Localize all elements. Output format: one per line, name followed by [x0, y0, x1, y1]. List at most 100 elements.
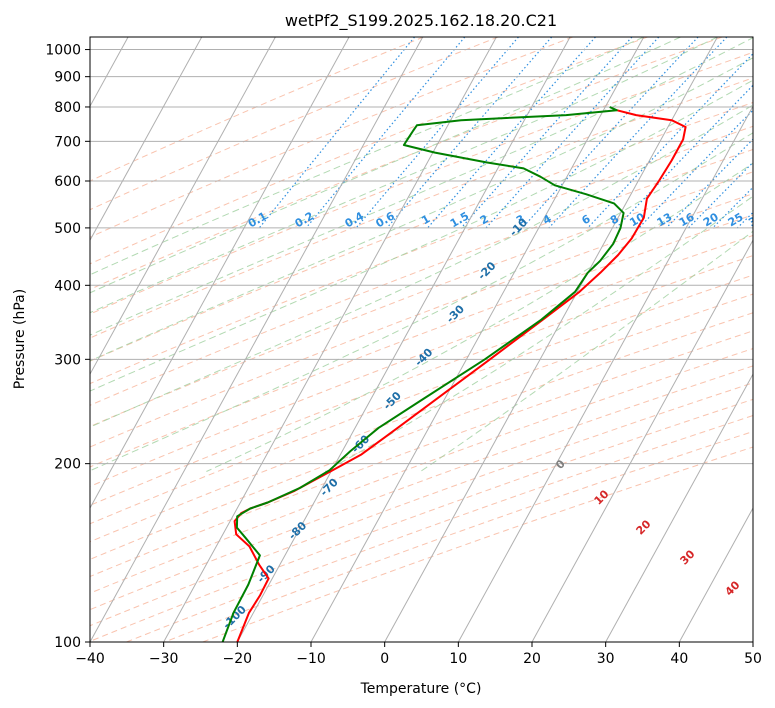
dry-adiabat-line — [90, 293, 753, 543]
isotherm-label: -80 — [286, 519, 309, 542]
mixing-ratio-line — [355, 37, 519, 229]
isotherm-label: -20 — [475, 259, 498, 282]
mixing-ratio-line — [615, 84, 753, 229]
reference-label: 30 — [678, 547, 698, 567]
mixing-ratio-line — [485, 37, 660, 229]
isotherm-label: -100 — [220, 603, 249, 632]
x-tick-label: 40 — [670, 651, 688, 667]
mixing-ratio-line — [587, 52, 753, 229]
isotherm-line — [163, 37, 497, 642]
dry-adiabat-line — [90, 37, 424, 182]
mixing-ratio-label: 13 — [655, 210, 675, 229]
temperature-profile — [233, 109, 687, 642]
isotherm-label: -30 — [444, 302, 467, 325]
isotherm-line — [678, 507, 753, 642]
y-tick-label: 800 — [54, 100, 81, 116]
moist-adiabat-line — [420, 230, 753, 472]
mixing-ratio-line — [460, 37, 633, 229]
x-tick-label: 10 — [449, 651, 467, 667]
grid-lines — [90, 37, 753, 642]
isotherm-line — [531, 239, 753, 642]
x-tick-label: −30 — [149, 651, 179, 667]
isotherm-line — [752, 640, 753, 642]
dry-adiabat-line — [90, 214, 753, 468]
profile-series — [221, 106, 687, 642]
moist-adiabat-line — [90, 104, 753, 428]
chart-title: wetPf2_S199.2025.162.18.20.C21 — [285, 11, 557, 31]
mixing-ratio-line — [258, 37, 416, 229]
moist-adiabat-line — [90, 37, 681, 294]
moist-adiabat-line — [90, 37, 718, 314]
plot-frame — [89, 36, 754, 643]
dry-adiabat-line — [90, 330, 753, 578]
background-line-labels: 0.1 0.2 0.4 0.6 1 1.5 2 3 4 6 8 10 13 16 20 25 30 36-100-… — [220, 209, 775, 632]
isotherm-line — [236, 37, 571, 642]
mixing-ratio-label: 0.1 — [246, 209, 269, 230]
mixing-ratio-label: 0.4 — [343, 209, 367, 230]
x-tick-label: −40 — [75, 651, 105, 667]
x-tick-label: 30 — [597, 651, 615, 667]
mixing-ratio-line — [521, 37, 699, 229]
dry-adiabat-line — [90, 234, 753, 487]
reference-label: 40 — [723, 578, 743, 598]
mixing-ratio-label: 0.2 — [293, 209, 316, 230]
isotherm-line — [90, 37, 203, 242]
dry-adiabat-line — [90, 171, 753, 428]
isotherm-line — [90, 37, 424, 642]
dry-adiabat-line — [90, 51, 753, 315]
dry-adiabat-line — [90, 101, 753, 362]
moist-adiabat-line — [90, 37, 753, 336]
mixing-ratio-line — [548, 37, 728, 229]
isotherm-line — [90, 37, 350, 510]
mixing-ratio-line — [688, 161, 753, 229]
moist-adiabat-line — [90, 79, 753, 392]
x-tick-label: −10 — [296, 651, 326, 667]
x-tick-label: 20 — [523, 651, 541, 667]
axis-ticks: −40 −30 −20 −10 0 10 20 30 40 5010020030040050060… — [45, 43, 762, 667]
isotherm-line — [384, 37, 718, 642]
dry-adiabat-line — [90, 77, 753, 339]
dry-adiabat-line — [90, 193, 753, 448]
isotherm-label: -50 — [381, 389, 404, 412]
dewpoint-profile — [221, 106, 625, 642]
isotherm-label: -40 — [412, 346, 435, 369]
mixing-ratio-line — [736, 211, 753, 229]
y-tick-label: 100 — [54, 635, 81, 651]
isotherm-line — [457, 105, 753, 642]
moist-adiabat-line — [206, 162, 753, 472]
mixing-ratio-label: 36 — [767, 210, 775, 229]
dry-adiabat-line — [90, 398, 753, 642]
mixing-ratio-label: 0.6 — [374, 209, 398, 230]
mixing-ratio-label: 6 — [579, 212, 592, 227]
dry-adiabat-line — [90, 37, 573, 238]
moist-adiabat-line — [90, 37, 645, 276]
dry-adiabat-line — [164, 430, 753, 642]
dry-adiabat-line — [90, 312, 753, 560]
dry-adiabat-line — [90, 382, 753, 627]
isotherm-line — [605, 373, 753, 642]
y-tick-label: 300 — [54, 352, 81, 368]
moist-adiabat-line — [90, 57, 753, 362]
y-tick-label: 500 — [54, 221, 81, 237]
dry-adiabat-line — [90, 37, 648, 265]
reference-label: 20 — [634, 517, 654, 537]
y-axis-label: Pressure (hPa) — [12, 289, 28, 389]
y-tick-label: 400 — [54, 278, 81, 294]
mixing-ratio-line — [712, 186, 753, 229]
dry-adiabat-line — [202, 446, 753, 642]
dry-adiabat-line — [90, 255, 753, 506]
isotherm-line — [90, 37, 276, 376]
mixing-ratio-line — [427, 37, 596, 229]
dry-adiabat-line — [90, 274, 753, 525]
moist-adiabat-line — [324, 195, 753, 472]
y-tick-label: 200 — [54, 457, 81, 473]
background-lines — [90, 37, 753, 642]
dry-adiabat-line — [90, 365, 753, 611]
wet-bulb-label: 0 — [553, 457, 568, 472]
dry-adiabat-line — [90, 148, 753, 406]
y-tick-label: 1000 — [45, 43, 81, 59]
mixing-ratio-label: 1 — [419, 212, 432, 227]
x-tick-label: 50 — [744, 651, 762, 667]
reference-label: 10 — [592, 487, 612, 507]
